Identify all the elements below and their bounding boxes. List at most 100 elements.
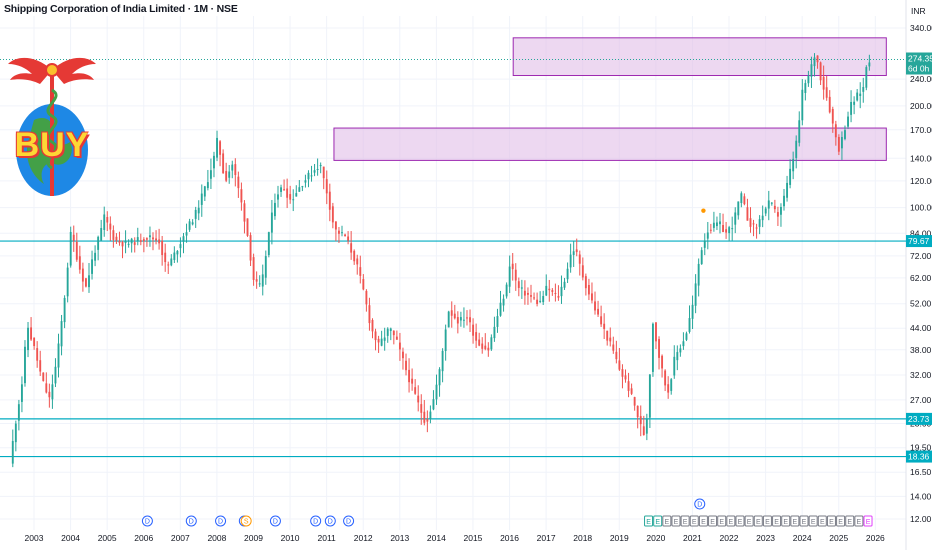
candle-body: [63, 297, 66, 323]
candle-body: [688, 318, 691, 332]
candle-body: [612, 344, 615, 351]
dividend-marker: [310, 515, 322, 527]
continent-icon: [26, 117, 72, 184]
year-tick-label: 2006: [134, 533, 153, 543]
candle-body: [246, 218, 249, 236]
horizontal-lines: [0, 59, 906, 458]
candle-body: [679, 348, 682, 353]
earnings-marker-label: E: [802, 519, 807, 526]
candle-body: [530, 295, 532, 297]
candle-body: [862, 87, 865, 92]
candle-body: [228, 171, 231, 178]
candle-body: [441, 350, 444, 372]
candle-body: [450, 310, 453, 316]
candle-body: [566, 268, 569, 280]
chart-title: Shipping Corporation of India Limited · …: [4, 3, 238, 15]
candle-body: [737, 201, 740, 216]
candle-body: [709, 229, 712, 231]
candle-body: [606, 330, 609, 341]
candle-body: [664, 370, 667, 386]
candle-body: [200, 193, 203, 205]
candle-body: [11, 441, 14, 464]
year-tick-label: 2004: [61, 533, 80, 543]
candle-body: [313, 170, 316, 173]
candle-body: [581, 265, 584, 278]
candle-body: [304, 180, 307, 183]
candle-body: [231, 164, 234, 171]
candle-body: [185, 232, 188, 236]
candle-body: [173, 252, 176, 260]
candle-body: [636, 405, 639, 418]
candle-body: [694, 283, 697, 306]
candle-body: [594, 301, 596, 311]
candle-body: [179, 244, 182, 249]
candle-body: [14, 423, 17, 443]
candle-body: [545, 285, 548, 296]
earnings-marker: [781, 515, 791, 527]
candle-body: [149, 235, 151, 238]
year-tick-label: 2015: [463, 533, 482, 543]
candle-body: [621, 369, 624, 377]
candle-body: [145, 238, 148, 240]
level-tag: [906, 450, 932, 463]
candle-body: [517, 281, 520, 288]
dividend-marker: [215, 515, 227, 527]
candle-body: [243, 203, 246, 222]
candle-body: [597, 308, 600, 315]
candle-body: [432, 399, 435, 410]
candle-body: [834, 124, 837, 138]
event-marker-label: D: [273, 519, 278, 526]
year-tick-label: 2016: [500, 533, 519, 543]
candle-body: [444, 329, 447, 351]
candle-body: [587, 284, 590, 295]
candle-body: [752, 223, 755, 225]
candle-body: [462, 319, 465, 321]
candle-body: [164, 252, 167, 263]
candle-body: [423, 411, 426, 423]
price-zone: [333, 127, 887, 161]
candle-body: [325, 179, 328, 194]
candle-body: [356, 258, 359, 265]
candle-body: [725, 229, 728, 233]
candle-body: [481, 343, 484, 349]
earnings-marker-label: E: [646, 519, 651, 526]
candle-body: [734, 212, 737, 225]
candle-body: [429, 411, 432, 420]
candle-body: [17, 404, 20, 421]
candle-body: [716, 222, 718, 227]
candle-body: [27, 327, 29, 351]
candle-body: [560, 286, 563, 297]
earnings-marker: [836, 515, 846, 527]
candle-body: [539, 300, 542, 302]
year-tick-label: 2025: [829, 533, 848, 543]
candle-body: [676, 352, 679, 361]
candle-body: [658, 339, 660, 358]
candle-body: [499, 302, 502, 316]
candle-body: [697, 263, 700, 286]
earnings-marker-label: E: [719, 519, 724, 526]
candle-body: [398, 342, 401, 350]
candle-body: [258, 283, 261, 285]
candle-body: [789, 168, 792, 185]
candle-body: [347, 236, 350, 241]
earnings-marker: [680, 515, 690, 527]
candle-body: [301, 186, 304, 188]
earnings-marker: [826, 515, 836, 527]
candle-body: [152, 237, 154, 240]
candle-body: [139, 240, 142, 242]
year-tick-label: 2010: [281, 533, 300, 543]
candle-body: [36, 348, 39, 361]
candle-body: [197, 207, 200, 214]
supply-demand-zones: [333, 37, 887, 161]
dividend-marker: [269, 515, 281, 527]
candle-body: [603, 323, 606, 330]
year-tick-label: 2022: [720, 533, 739, 543]
candle-body: [819, 62, 822, 81]
candle-body: [496, 316, 499, 327]
candle-body: [39, 360, 42, 372]
candle-body: [48, 391, 51, 398]
candle-body: [484, 345, 487, 350]
price-tick-label: 100.00: [910, 203, 932, 213]
candle-body: [51, 384, 54, 400]
